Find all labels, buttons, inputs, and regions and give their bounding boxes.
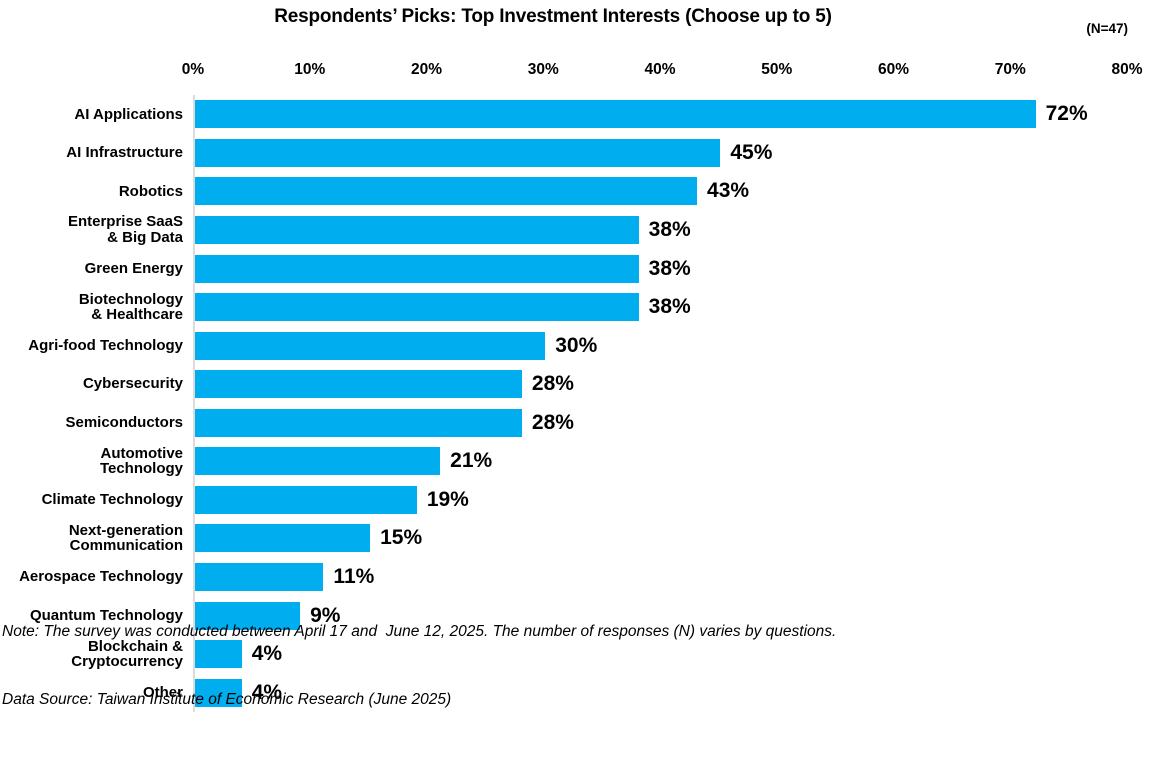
bar-row: Climate Technology 19%	[0, 480, 1154, 520]
bar	[195, 331, 546, 360]
x-axis-tick: 10%	[294, 61, 326, 78]
bar-row: Quantum Technology 9%	[0, 596, 1154, 635]
bar-area: 21%	[193, 442, 1154, 481]
value-label: 38%	[648, 256, 691, 280]
bar-area: 38%	[193, 249, 1154, 288]
bar-area: 45%	[193, 133, 1154, 173]
bar-row: Enterprise SaaS & Big Data 38%	[0, 210, 1154, 250]
bar-area: 11%	[193, 557, 1154, 597]
footer-notes: Note: The survey was conducted between A…	[2, 576, 836, 756]
bar	[195, 100, 1036, 129]
x-axis-tick: 0%	[181, 61, 205, 78]
x-axis-tick: 30%	[527, 61, 559, 78]
category-label: Cybersecurity	[82, 375, 183, 393]
category-label: AI Applications	[74, 105, 183, 123]
bar-row: Automotive Technology 21%	[0, 442, 1154, 481]
category-label: Green Energy	[84, 259, 183, 277]
bar-row: Agri-food Technology 30%	[0, 326, 1154, 365]
value-label: 38%	[648, 217, 691, 241]
category-label: Blockchain & Cryptocurrency	[71, 637, 183, 671]
bar	[195, 408, 522, 437]
bar-row: Aerospace Technology 11%	[0, 557, 1154, 597]
bar-row: Cybersecurity 28%	[0, 364, 1154, 404]
bar-area: 9%	[193, 596, 1154, 635]
value-label: 21%	[450, 449, 493, 473]
value-label: 19%	[426, 487, 469, 511]
bar-area: 19%	[193, 480, 1154, 520]
x-axis: 0% 10% 20% 30% 40% 50% 60% 70% 80%	[0, 61, 1154, 81]
bar	[195, 370, 522, 399]
bar	[195, 215, 639, 244]
bar	[195, 293, 639, 322]
bar-row: AI Infrastructure 45%	[0, 133, 1154, 173]
bar	[195, 678, 242, 707]
bar	[195, 640, 242, 669]
x-axis-tick: 40%	[644, 61, 676, 78]
x-axis-tick: 70%	[994, 61, 1026, 78]
bar	[195, 485, 417, 514]
value-label: 15%	[380, 526, 423, 550]
bar-area: 28%	[193, 403, 1154, 443]
value-label: 11%	[333, 565, 375, 589]
category-label: AI Infrastructure	[66, 144, 183, 162]
sample-size-label: (N=47)	[1086, 21, 1128, 36]
category-label: Semiconductors	[65, 414, 183, 432]
bar-row: Next-generation Communication 15%	[0, 519, 1154, 558]
bar-row: Biotechnology & Healthcare 38%	[0, 287, 1154, 327]
bar-rows: AI Applications 72% AI Infrastructure 45% Ro…	[0, 95, 1154, 712]
category-label: Biotechnology & Healthcare	[78, 290, 183, 324]
value-label: 28%	[531, 410, 574, 434]
bar-area: 30%	[193, 326, 1154, 365]
bar-row: Green Energy 38%	[0, 249, 1154, 288]
category-label: Agri-food Technology	[28, 336, 183, 354]
category-label: Aerospace Technology	[19, 568, 183, 586]
value-label: 9%	[310, 603, 341, 627]
bar-row: Blockchain & Cryptocurrency 4%	[0, 634, 1154, 674]
survey-note: Note: The survey was conducted between A…	[2, 623, 837, 640]
category-label: Automotive Technology	[99, 444, 183, 478]
bar	[195, 563, 324, 592]
bar	[195, 601, 301, 630]
x-axis-tick: 50%	[761, 61, 793, 78]
bar-row: AI Applications 72%	[0, 95, 1154, 134]
bar	[195, 524, 371, 553]
category-label: Next-generation Communication	[68, 521, 183, 555]
category-label: Quantum Technology	[29, 606, 183, 624]
value-label: 72%	[1045, 102, 1088, 126]
bar-area: 72%	[193, 95, 1154, 134]
bar-area: 38%	[193, 287, 1154, 327]
category-label: Enterprise SaaS & Big Data	[67, 213, 183, 246]
bar	[195, 138, 721, 167]
bar-area: 38%	[193, 210, 1154, 250]
bar-row: Robotics 43%	[0, 172, 1154, 211]
category-label: Climate Technology	[41, 491, 183, 509]
bar-area: 28%	[193, 364, 1154, 404]
bar	[195, 177, 698, 206]
x-axis-tick: 20%	[410, 61, 443, 78]
x-axis-tick: 80%	[1111, 61, 1143, 78]
value-label: 4%	[251, 680, 283, 704]
category-label: Other	[142, 683, 183, 701]
value-label: 43%	[707, 179, 750, 203]
value-label: 38%	[648, 295, 691, 319]
value-label: 45%	[730, 140, 773, 164]
bar-row: Other 4%	[0, 673, 1154, 712]
bar	[195, 254, 639, 283]
x-axis-tick: 60%	[877, 61, 910, 78]
bar-area: 4%	[193, 634, 1154, 674]
bar	[195, 447, 441, 476]
value-label: 4%	[251, 642, 283, 666]
bar-area: 43%	[193, 172, 1154, 211]
data-source: Data Source: Taiwan Institute of Economi…	[2, 690, 452, 708]
category-label: Robotics	[118, 182, 183, 200]
value-label: 28%	[531, 372, 574, 396]
bar-area: 15%	[193, 519, 1154, 558]
bar-area: 4%	[193, 673, 1154, 712]
chart-title: Respondents’ Picks: Top Investment Inter…	[274, 6, 832, 27]
value-label: 30%	[555, 333, 598, 357]
bar-row: Semiconductors 28%	[0, 403, 1154, 443]
